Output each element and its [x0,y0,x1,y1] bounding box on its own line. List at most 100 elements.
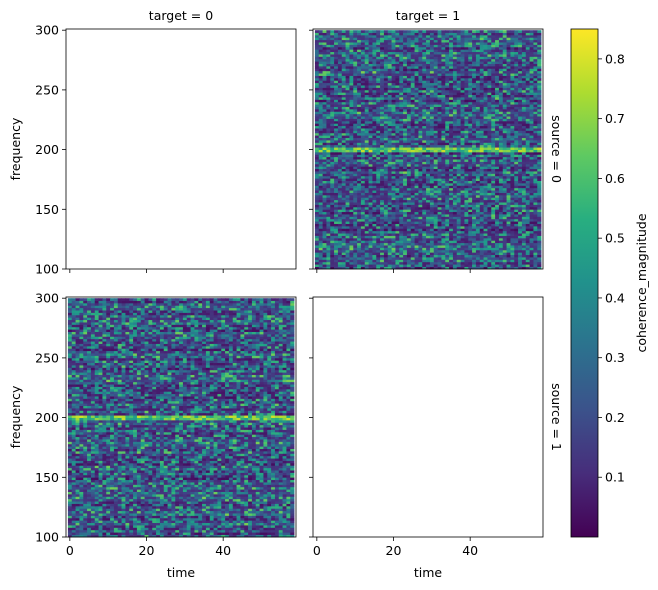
heatmap-cell [452,206,458,210]
heatmap-cell [426,228,431,232]
heatmap-cell [502,221,507,224]
heatmap-cell [510,82,515,86]
heatmap-cell [395,104,400,107]
heatmap-cell [318,70,323,74]
heatmap-cell [498,68,504,72]
heatmap-cell [479,151,484,155]
heatmap-cell [537,228,542,232]
heatmap-cell [529,192,534,196]
heatmap-cell [414,118,419,122]
heatmap-cell [422,89,427,93]
heatmap-cell [368,240,373,244]
heatmap-cell [318,218,323,222]
heatmap-cell [322,144,327,148]
heatmap-cell [533,183,538,186]
heatmap-cell [418,192,423,196]
heatmap-cell [433,87,438,91]
heatmap-cell [525,89,530,93]
heatmap-cell [410,156,415,160]
heatmap-cell [483,221,488,224]
heatmap-cell [437,109,442,112]
heatmap-cell [410,187,415,191]
heatmap-cell [383,202,389,205]
heatmap-cell [334,206,339,210]
heatmap-cell [445,130,450,134]
heatmap-cell [506,92,511,96]
heatmap-cell [437,159,442,162]
heatmap-cell [326,163,331,167]
heatmap-cell [410,254,415,258]
heatmap-cell [498,75,504,79]
heatmap-cell [483,109,488,112]
heatmap-cell [456,211,461,215]
heatmap-cell [372,161,377,165]
heatmap-cell [387,144,392,148]
heatmap-cell [468,204,473,208]
heatmap-cell [410,151,415,155]
heatmap-cell [437,135,442,139]
heatmap-cell [349,237,354,241]
heatmap-cell [330,159,335,162]
heatmap-cell [337,163,343,167]
heatmap-cell [422,142,427,146]
heatmap-cell [502,154,507,158]
heatmap-cell [426,73,431,76]
heatmap-cell [387,183,392,186]
heatmap-cell [502,199,507,203]
heatmap-cell [429,125,435,129]
heatmap-cell [334,223,339,227]
heatmap-cell [429,209,435,213]
heatmap-cell [506,199,511,203]
heatmap-cell [322,163,327,167]
heatmap-cell [345,183,350,186]
heatmap-cell [334,70,339,74]
heatmap-cell [483,249,488,253]
heatmap-cell [456,128,461,131]
heatmap-cell [525,221,530,224]
heatmap-cell [341,75,346,79]
heatmap-cell [521,142,527,146]
heatmap-cell [426,99,431,103]
heatmap-cell [383,70,389,74]
heatmap-cell [498,254,504,258]
heatmap-cell [422,128,427,131]
heatmap-cell [326,159,331,162]
heatmap-cell [395,173,400,177]
heatmap-cell [472,266,477,270]
heatmap-cell [360,259,366,263]
heatmap-cell [395,166,400,170]
heatmap-cell [318,209,323,213]
heatmap-cell [360,70,366,74]
heatmap-cell [364,66,369,69]
heatmap-cell [406,137,412,141]
heatmap-cell [372,125,377,129]
heatmap-cell [372,163,377,167]
heatmap-cell [341,137,346,141]
heatmap-cell [518,149,523,153]
heatmap-cell [383,135,389,139]
heatmap-cell [360,125,366,129]
heatmap-cell [372,111,377,115]
heatmap-cell [341,109,346,112]
heatmap-cell [372,116,377,119]
heatmap-cell [360,254,366,258]
heatmap-cell [452,70,458,74]
heatmap-cell [380,104,385,107]
heatmap-cell [449,168,454,172]
heatmap-cell [468,163,473,167]
heatmap-cell [495,221,500,224]
heatmap-cell [456,254,461,258]
heatmap-cell [525,144,530,148]
heatmap-cell [334,163,339,167]
heatmap-cell [449,173,454,177]
heatmap-cell [403,113,408,117]
heatmap-cell [518,106,523,110]
heatmap-cell [345,77,350,81]
heatmap-cell [487,240,492,244]
heatmap-cell [475,128,481,131]
heatmap-cell [418,178,423,181]
heatmap-cell [364,137,369,141]
heatmap-cell [391,125,396,129]
heatmap-cell [491,89,496,93]
heatmap-cell [322,226,327,229]
